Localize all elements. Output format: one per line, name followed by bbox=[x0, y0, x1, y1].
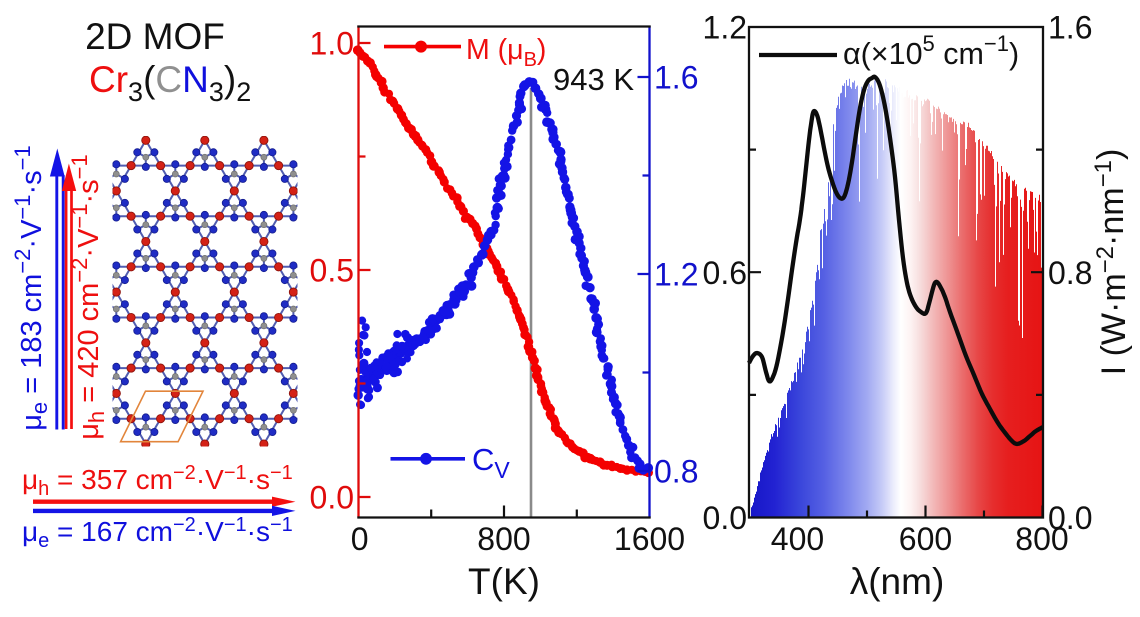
svg-text:0.0: 0.0 bbox=[1048, 500, 1092, 536]
svg-text:800: 800 bbox=[1015, 521, 1068, 557]
svg-text:0: 0 bbox=[351, 521, 369, 557]
svg-text:μh = 357 cm−2·V−1·s−1: μh = 357 cm−2·V−1·s−1 bbox=[22, 462, 293, 500]
svg-text:0.6: 0.6 bbox=[703, 255, 747, 291]
svg-text:1.2: 1.2 bbox=[654, 257, 698, 293]
svg-text:943 K: 943 K bbox=[553, 62, 634, 97]
svg-text:μh = 420 cm−2·V−1·s−1: μh = 420 cm−2·V−1·s−1 bbox=[67, 154, 109, 440]
svg-text:Cr3(CN3)2: Cr3(CN3)2 bbox=[89, 59, 251, 107]
svg-text:1.6: 1.6 bbox=[654, 60, 698, 96]
svg-text:1.0: 1.0 bbox=[310, 26, 354, 62]
svg-text:0.0: 0.0 bbox=[310, 480, 354, 516]
svg-text:0.0: 0.0 bbox=[703, 500, 747, 536]
svg-text:0.8: 0.8 bbox=[1048, 255, 1092, 291]
svg-text:600: 600 bbox=[899, 521, 952, 557]
svg-text:CV: CV bbox=[472, 442, 510, 483]
svg-text:T(K): T(K) bbox=[468, 561, 540, 602]
svg-text:1600: 1600 bbox=[614, 521, 685, 557]
svg-text:α(×105 cm−1): α(×105 cm−1) bbox=[843, 31, 1019, 71]
svg-text:I (W·m−2·nm−1): I (W·m−2·nm−1) bbox=[1090, 149, 1133, 376]
svg-text:0.5: 0.5 bbox=[310, 253, 354, 289]
svg-text:1.2: 1.2 bbox=[703, 10, 747, 46]
svg-text:λ(nm): λ(nm) bbox=[850, 561, 945, 602]
svg-text:1.6: 1.6 bbox=[1048, 10, 1092, 46]
svg-text:800: 800 bbox=[477, 521, 530, 557]
svg-text:M (μB): M (μB) bbox=[466, 34, 546, 71]
svg-text:400: 400 bbox=[771, 521, 824, 557]
svg-text:μe = 183 cm−2·V−1·s−1: μe = 183 cm−2·V−1·s−1 bbox=[10, 145, 52, 431]
svg-text:2D MOF: 2D MOF bbox=[85, 16, 225, 57]
svg-text:0.8: 0.8 bbox=[654, 454, 698, 490]
svg-text:μe = 167 cm−2·V−1·s−1: μe = 167 cm−2·V−1·s−1 bbox=[22, 514, 293, 552]
